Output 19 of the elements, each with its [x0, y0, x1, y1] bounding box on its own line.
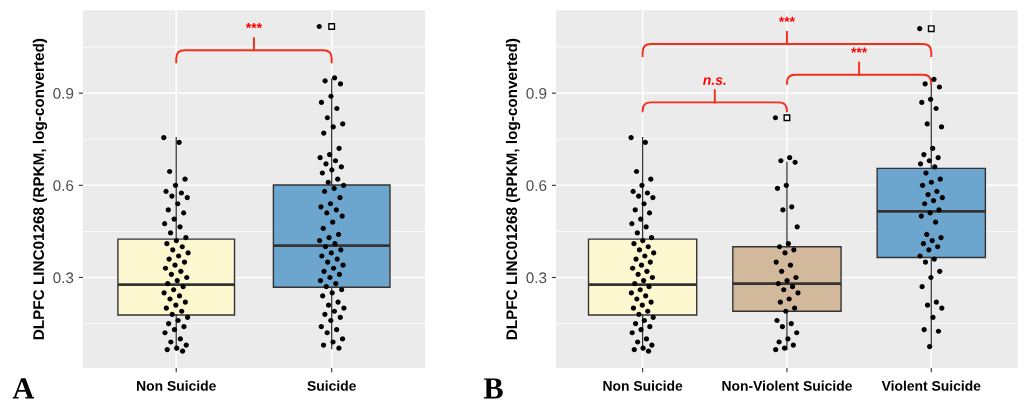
y-tick-label: 0.9	[526, 88, 547, 99]
x-tick-label: Non-Violent Suicide	[722, 380, 852, 391]
text: A	[12, 378, 35, 399]
annotation: ***	[778, 16, 796, 22]
x-tick-label: Suicide	[307, 380, 356, 391]
y-tick-label: 0.6	[53, 180, 74, 192]
y-tick-label: 0.3	[53, 272, 74, 284]
annotation: ***	[851, 47, 868, 53]
x-tick-label: Non Suicide	[603, 380, 683, 391]
text: B	[483, 378, 503, 399]
annotation: n.s.	[703, 77, 726, 85]
annotation: ***	[245, 22, 263, 29]
x-tick-label: Violent Suicide	[881, 380, 981, 391]
y-tick-label: 0.6	[526, 180, 547, 192]
y-axis-title: DLPFC LINC01268 (RPKM, log-converted)	[505, 38, 521, 340]
y-tick-label: 0.3	[526, 272, 547, 284]
x-tick-label: Non Suicide	[137, 380, 216, 391]
y-axis-title: DLPFC LINC01268 (RPKM, log-converted)	[32, 38, 48, 340]
y-tick-label: 0.9	[53, 88, 74, 99]
